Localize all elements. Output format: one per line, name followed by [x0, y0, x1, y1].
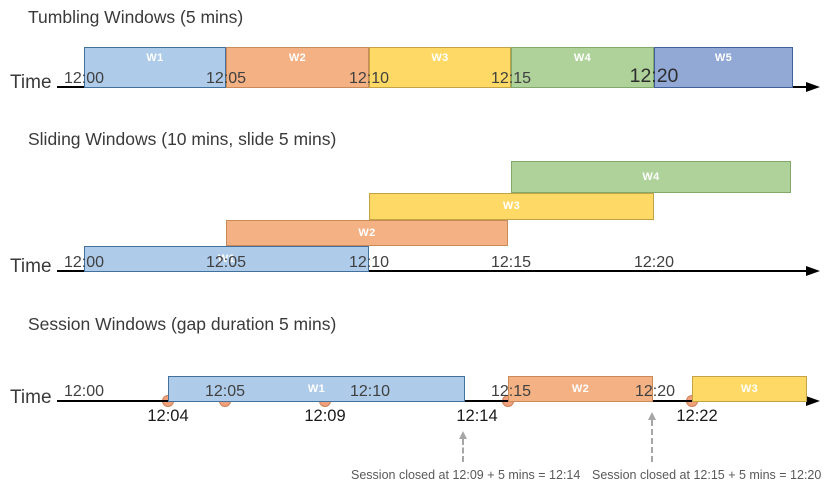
sliding-window-w2: W2 — [226, 220, 508, 246]
sliding-window-w3: W3 — [369, 193, 654, 220]
annotation-arrow-up-icon — [648, 412, 656, 420]
sliding-tick-1200: 12:00 — [63, 254, 105, 271]
tumbling-tick-1215: 12:15 — [490, 70, 532, 87]
window-label: W4 — [573, 52, 592, 64]
sliding-tick-1215: 12:15 — [490, 254, 532, 271]
window-label: W5 — [714, 52, 733, 64]
window-label: W4 — [642, 170, 660, 183]
tumbling-window-w4: W4 — [511, 47, 654, 88]
session-tick-1220: 12:20 — [634, 383, 676, 400]
tumbling-title: Tumbling Windows (5 mins) — [28, 7, 244, 27]
session-time-axis-label: Time — [10, 387, 52, 408]
window-label: W3 — [431, 52, 449, 64]
sliding-tick-1205: 12:05 — [205, 254, 247, 271]
event-time-label-1222: 12:22 — [676, 407, 718, 425]
tumbling-time-axis-label: Time — [10, 72, 52, 93]
session-tick-1200: 12:00 — [63, 383, 105, 400]
session-close-note-1: Session closed at 12:09 + 5 mins = 12:14 — [351, 468, 581, 482]
sliding-time-axis — [57, 270, 808, 272]
window-label: W1 — [307, 382, 326, 395]
close-time-label-1214: 12:14 — [456, 407, 498, 425]
event-time-label-1209: 12:09 — [304, 407, 346, 425]
window-label: W1 — [217, 252, 236, 265]
sliding-window-w4: W4 — [511, 161, 791, 193]
session-tick-1210: 12:10 — [349, 383, 391, 400]
tumbling-tick-1220: 12:20 — [629, 65, 679, 87]
session-close-note-2: Session closed at 12:15 + 5 mins = 12:20 — [592, 468, 822, 482]
session-title: Session Windows (gap duration 5 mins) — [28, 314, 337, 334]
sliding-axis-arrow-icon — [806, 266, 820, 276]
sliding-window-w1: W1 — [84, 246, 369, 272]
tumbling-tick-1200: 12:00 — [63, 70, 105, 87]
session-tick-1215: 12:15 — [490, 383, 532, 400]
sliding-tick-1220: 12:20 — [633, 254, 675, 271]
window-label: W3 — [740, 382, 759, 395]
sliding-time-axis-label: Time — [10, 256, 52, 277]
window-label: W2 — [358, 226, 376, 239]
session-window-w1: W1 — [168, 376, 465, 402]
session-window-w2: W2 — [508, 376, 653, 402]
sliding-title: Sliding Windows (10 mins, slide 5 mins) — [28, 129, 337, 149]
sliding-tick-1210: 12:10 — [348, 254, 390, 271]
annotation-arrow-line — [651, 420, 653, 462]
annotation-arrow-up-icon — [459, 431, 467, 439]
window-label: W2 — [571, 382, 590, 395]
window-label: W1 — [146, 52, 164, 64]
window-label: W3 — [502, 200, 521, 212]
session-tick-1205: 12:05 — [204, 383, 246, 400]
session-axis-arrow-icon — [806, 396, 820, 406]
session-window-w3: W3 — [692, 376, 807, 402]
tumbling-window-w5: W5 — [654, 47, 793, 88]
window-label: W2 — [288, 52, 307, 64]
tumbling-window-w2: W2 — [226, 47, 369, 88]
tumbling-tick-1205: 12:05 — [205, 70, 247, 87]
tumbling-window-w1: W1 — [84, 47, 226, 88]
event-time-label-1204: 12:04 — [147, 407, 189, 425]
tumbling-tick-1210: 12:10 — [348, 70, 390, 87]
tumbling-window-w3: W3 — [369, 47, 511, 88]
annotation-arrow-line — [462, 439, 464, 462]
tumbling-axis-arrow-icon — [806, 82, 820, 92]
